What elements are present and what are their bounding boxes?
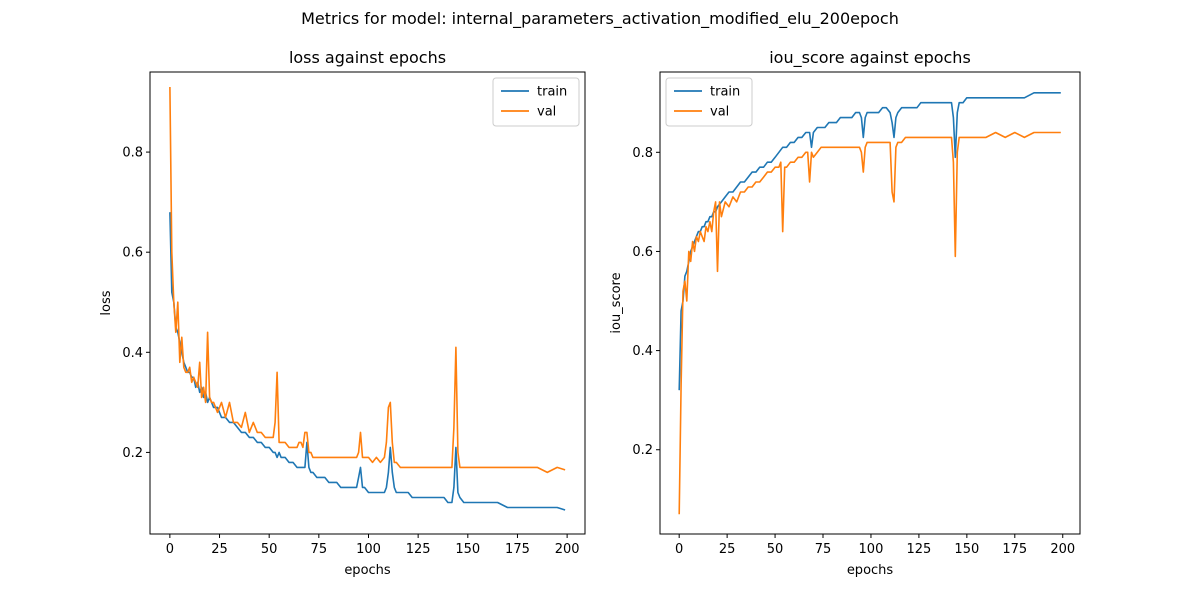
loss-series-train <box>169 212 566 511</box>
loss-legend-label-val: val <box>537 105 556 120</box>
iou-legend-label-val: val <box>710 105 729 120</box>
iou-legend-label-train: train <box>710 85 740 100</box>
iou-ylabel: iou_score <box>609 272 624 333</box>
iou-xtick-label-0: 0 <box>675 542 683 557</box>
iou-ytick-label-0: 0.2 <box>632 443 653 458</box>
iou-xlabel: epochs <box>847 563 894 578</box>
iou-xtick-label-175: 175 <box>1002 542 1027 557</box>
loss-series-val <box>169 86 566 474</box>
loss-legend-box <box>492 77 580 127</box>
figure-suptitle: Metrics for model: internal_parameters_a… <box>301 9 899 28</box>
loss-legend: train val <box>492 77 580 127</box>
iou-legend-box <box>665 77 753 127</box>
loss-ylabel: loss <box>99 290 114 315</box>
iou-plot: 0 25 50 75 100 125 150 175 200 0.2 0.4 0.6 0.8 iou_sc… <box>609 48 1081 578</box>
iou-series-val <box>678 131 1061 515</box>
iou-series-train <box>678 92 1061 391</box>
loss-xtick-label-125: 125 <box>406 542 431 557</box>
iou-xtick-label-125: 125 <box>906 542 931 557</box>
loss-xtick-label-25: 25 <box>211 542 228 557</box>
iou-ytick-label-1: 0.4 <box>632 344 653 359</box>
loss-xtick-label-0: 0 <box>166 542 174 557</box>
iou-ytick-label-2: 0.6 <box>632 245 653 260</box>
iou-title: iou_score against epochs <box>769 48 971 68</box>
loss-ytick-label-2: 0.6 <box>122 246 143 261</box>
iou-ytick-label-3: 0.8 <box>632 146 653 161</box>
iou-axes-frame <box>659 71 1081 535</box>
loss-xtick-label-75: 75 <box>311 542 328 557</box>
loss-xtick-label-50: 50 <box>261 542 278 557</box>
loss-legend-label-train: train <box>537 85 567 100</box>
loss-title: loss against epochs <box>289 48 446 67</box>
iou-xtick-label-50: 50 <box>767 542 784 557</box>
iou-xtick-label-200: 200 <box>1050 542 1075 557</box>
loss-xtick-label-150: 150 <box>455 542 480 557</box>
iou-xtick-label-100: 100 <box>859 542 884 557</box>
iou-xtick-label-75: 75 <box>815 542 832 557</box>
loss-axes-frame <box>149 71 586 535</box>
iou-legend: train val <box>665 77 753 127</box>
iou-xtick-label-150: 150 <box>954 542 979 557</box>
iou-xtick-label-25: 25 <box>719 542 736 557</box>
loss-ytick-label-3: 0.8 <box>122 146 143 161</box>
loss-xtick-label-100: 100 <box>356 542 381 557</box>
loss-xlabel: epochs <box>344 563 391 578</box>
loss-ytick-label-1: 0.4 <box>122 346 143 361</box>
loss-xtick-label-175: 175 <box>505 542 530 557</box>
loss-ytick-label-0: 0.2 <box>122 446 143 461</box>
loss-plot: 0 25 50 75 100 125 150 175 200 0.2 0.4 0.6 0.8 loss a… <box>99 48 586 578</box>
loss-xtick-label-200: 200 <box>555 542 580 557</box>
